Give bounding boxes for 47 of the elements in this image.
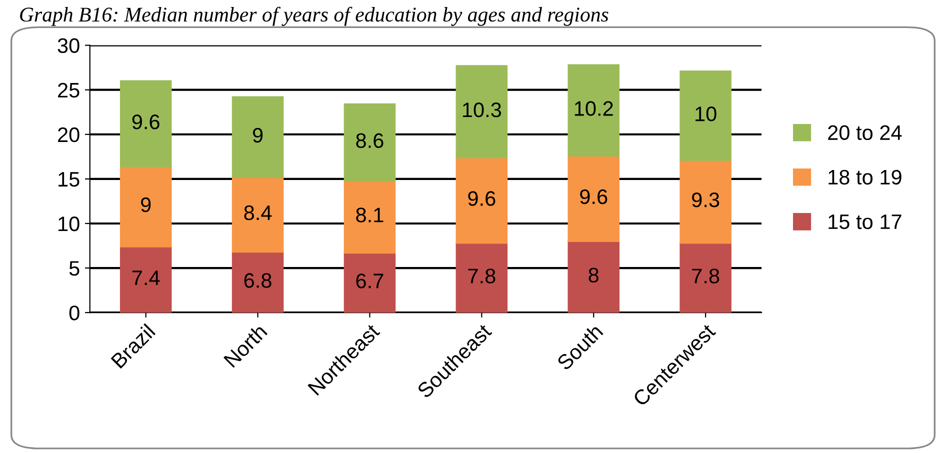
y-tick-label: 30 [58,38,80,54]
bar [456,65,508,158]
bar [120,80,172,168]
y-tick-label: 5 [69,261,80,276]
data-label: 9.6 [468,191,496,206]
data-label: 7.8 [692,268,720,284]
y-tick-label: 20 [58,127,80,142]
bar [568,240,620,313]
data-label: 8 [588,268,599,283]
data-label: 9 [252,128,263,143]
bar [456,242,508,313]
bar [680,160,732,244]
bar [456,156,508,244]
data-label: 10.3 [462,102,502,118]
bar [232,251,284,313]
bar [680,70,732,161]
y-tick-label: 15 [58,172,80,187]
bar [344,103,396,182]
data-label: 9.6 [580,189,608,204]
data-label: 9.6 [132,114,160,130]
bar [344,252,396,313]
data-label: 7.4 [132,270,160,285]
data-label: 10.2 [574,101,613,116]
bar [568,155,620,242]
data-label: 8.1 [356,208,384,222]
bar [232,176,284,253]
bar [232,96,284,178]
bar [120,166,172,248]
data-label: 6.7 [356,274,384,288]
data-label: 8.6 [356,133,384,148]
chart-title: Graph B16: Median number of years of education by ages and regions [20,6,608,26]
y-tick-label: 0 [69,306,80,320]
legend-label: 18 to 19 [828,170,902,185]
y-tick-label: 25 [58,82,80,98]
bar [680,242,732,313]
data-label: 6.8 [244,273,272,288]
bar [568,64,620,156]
y-tick-label: 10 [58,216,80,232]
data-label: 10 [696,106,716,122]
bar [344,180,396,254]
bar [120,246,172,313]
data-label: 9.3 [692,192,720,208]
legend-label: 15 to 17 [828,214,902,230]
data-label: 9 [141,197,151,212]
data-label: 8.4 [244,205,272,220]
data-label: 7.8 [468,268,496,284]
legend-label: 20 to 24 [828,125,902,140]
